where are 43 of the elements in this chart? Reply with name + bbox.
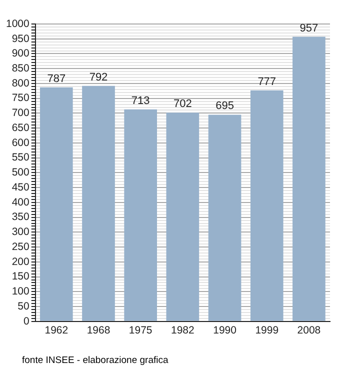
y-tick-label: 0 <box>24 315 30 328</box>
bar <box>124 109 158 321</box>
y-tick-label: 450 <box>12 181 30 194</box>
y-tick-label: 550 <box>12 152 30 164</box>
bar <box>208 114 242 321</box>
y-tick-label: 200 <box>12 256 30 268</box>
y-tick-label: 750 <box>12 92 30 104</box>
x-tick-label: 1962 <box>44 324 68 337</box>
y-tick-label: 600 <box>12 136 30 149</box>
y-tick-label: 800 <box>12 77 30 90</box>
data-label: 787 <box>47 72 66 85</box>
x-tick-label: 1990 <box>213 324 237 337</box>
x-tick-label: 1982 <box>171 324 195 337</box>
y-tick-label: 950 <box>12 32 30 45</box>
y-tick-label: 50 <box>18 300 30 312</box>
y-tick-label: 250 <box>12 240 30 253</box>
bar <box>82 86 115 321</box>
y-tick-label: 150 <box>12 270 30 283</box>
x-tick-label: 1968 <box>86 324 110 337</box>
y-tick-label: 900 <box>12 48 30 60</box>
data-label: 777 <box>258 76 276 88</box>
y-tick-label: 500 <box>12 166 30 179</box>
y-tick-label: 350 <box>12 211 30 224</box>
bar <box>250 90 284 321</box>
bar <box>292 36 326 321</box>
data-label: 957 <box>300 22 318 34</box>
y-tick-label: 400 <box>12 196 30 208</box>
data-label: 792 <box>89 71 108 84</box>
data-label: 695 <box>216 100 234 112</box>
x-tick-label: 1999 <box>255 324 279 337</box>
data-label: 713 <box>131 94 150 107</box>
y-tick-label: 850 <box>12 62 30 74</box>
y-tick-label: 300 <box>12 226 30 238</box>
y-tick-label: 650 <box>12 122 30 134</box>
bar <box>40 87 73 321</box>
data-label: 702 <box>174 98 192 110</box>
x-tick-label: 1975 <box>128 324 152 337</box>
source-note: fonte INSEE - elaborazione grafica <box>22 355 168 366</box>
x-tick-label: 2008 <box>297 324 321 337</box>
y-tick-label: 1000 <box>6 18 30 30</box>
y-tick-label: 700 <box>12 107 30 120</box>
bar <box>166 112 200 321</box>
y-tick-label: 100 <box>12 286 30 298</box>
